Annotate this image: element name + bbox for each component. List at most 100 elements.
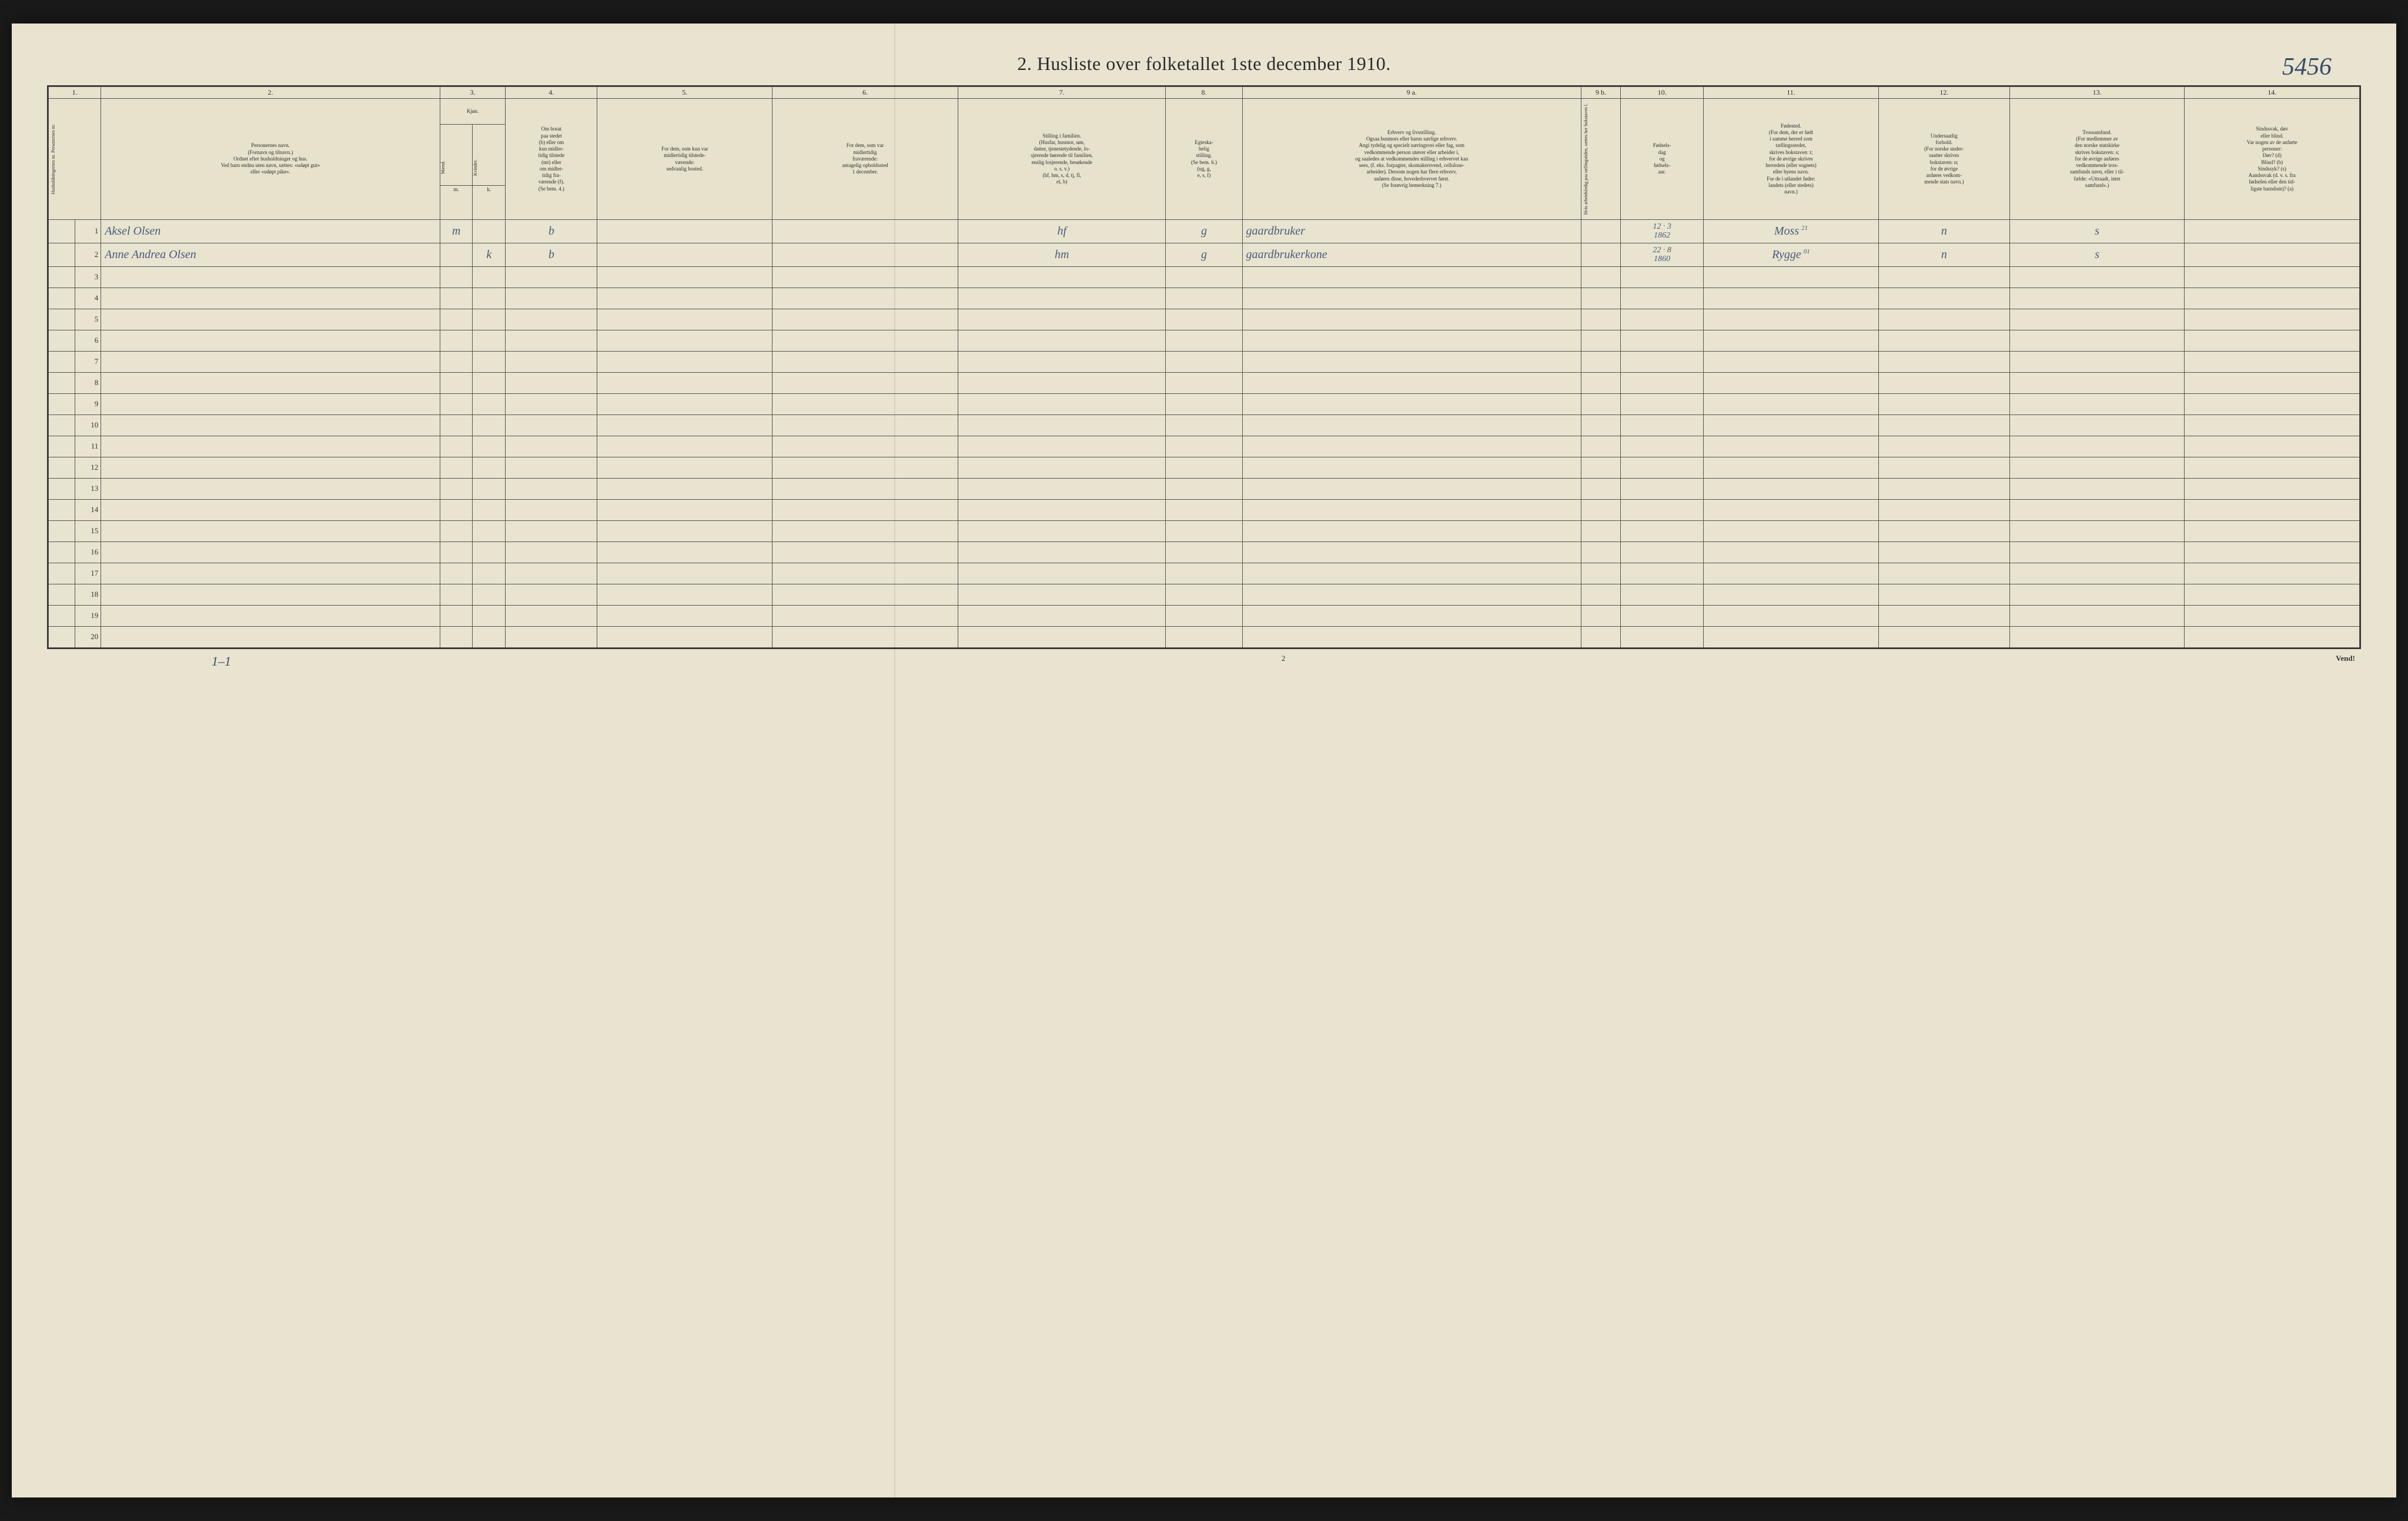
cell-tros — [2009, 457, 2185, 478]
cell-sex-m — [440, 330, 473, 351]
cell-sex-m — [440, 309, 473, 330]
cell-c6 — [772, 393, 958, 414]
household-num — [49, 220, 75, 243]
cell-sex-m — [440, 266, 473, 288]
cell-egt — [1166, 309, 1242, 330]
cell-bosat — [506, 499, 597, 520]
cell-fodsel — [1620, 478, 1703, 499]
header-text-row: Husholdningernes nr. Personernes nr. Per… — [49, 99, 2360, 125]
cell-stilling: hm — [958, 243, 1166, 266]
person-num: 5 — [75, 309, 101, 330]
cell-stilling — [958, 541, 1166, 563]
cell-c14 — [2185, 220, 2360, 243]
cell-fodsel — [1620, 626, 1703, 647]
cell-bosat: b — [506, 243, 597, 266]
cell-c9b — [1581, 457, 1620, 478]
person-num: 18 — [75, 584, 101, 605]
cell-stilling — [958, 457, 1166, 478]
cell-fodested — [1704, 584, 1879, 605]
cell-sex-k — [473, 457, 506, 478]
household-num — [49, 605, 75, 626]
cell-sex-k — [473, 563, 506, 584]
cell-name — [101, 330, 440, 351]
cell-bosat — [506, 626, 597, 647]
cell-c6 — [772, 372, 958, 393]
household-num — [49, 414, 75, 436]
person-num: 16 — [75, 541, 101, 563]
cell-sex-m — [440, 351, 473, 372]
cell-c14 — [2185, 351, 2360, 372]
col-num-1: 1. — [49, 87, 101, 99]
cell-under — [1878, 457, 2009, 478]
cell-sex-k: k — [473, 243, 506, 266]
col9a-header: Erhverv og livsstilling. Ogsaa husmors e… — [1242, 99, 1581, 220]
cell-c6 — [772, 605, 958, 626]
page-footer: 1–1 2 Vend! — [47, 654, 2361, 669]
cell-bosat — [506, 605, 597, 626]
cell-egt — [1166, 436, 1242, 457]
cell-c5 — [597, 220, 772, 243]
cell-erhverv — [1242, 309, 1581, 330]
cell-c14 — [2185, 243, 2360, 266]
cell-fodsel — [1620, 266, 1703, 288]
cell-bosat — [506, 584, 597, 605]
cell-c5 — [597, 499, 772, 520]
cell-c5 — [597, 584, 772, 605]
cell-fodsel — [1620, 436, 1703, 457]
col12-header: Undersaatlig forhold. (For norske under-… — [1878, 99, 2009, 220]
cell-c6 — [772, 243, 958, 266]
cell-c14 — [2185, 584, 2360, 605]
person-num: 8 — [75, 372, 101, 393]
cell-c6 — [772, 478, 958, 499]
cell-egt — [1166, 520, 1242, 541]
person-num: 14 — [75, 499, 101, 520]
cell-c6 — [772, 220, 958, 243]
cell-name — [101, 499, 440, 520]
cell-c6 — [772, 288, 958, 309]
cell-c9b — [1581, 393, 1620, 414]
cell-sex-m — [440, 563, 473, 584]
cell-stilling — [958, 478, 1166, 499]
cell-c14 — [2185, 414, 2360, 436]
cell-fodsel — [1620, 499, 1703, 520]
household-num — [49, 626, 75, 647]
cell-sex-k — [473, 605, 506, 626]
cell-c5 — [597, 457, 772, 478]
cell-c9b — [1581, 330, 1620, 351]
cell-sex-m — [440, 520, 473, 541]
col3-m: m. — [440, 185, 473, 193]
cell-stilling — [958, 563, 1166, 584]
cell-c6 — [772, 351, 958, 372]
person-num: 13 — [75, 478, 101, 499]
cell-sex-m — [440, 457, 473, 478]
cell-egt — [1166, 288, 1242, 309]
cell-stilling — [958, 584, 1166, 605]
cell-name — [101, 309, 440, 330]
cell-under — [1878, 266, 2009, 288]
cell-egt — [1166, 478, 1242, 499]
cell-tros — [2009, 372, 2185, 393]
cell-egt — [1166, 330, 1242, 351]
cell-sex-m — [440, 372, 473, 393]
cell-bosat — [506, 563, 597, 584]
col3-header: Kjøn. — [440, 99, 506, 125]
cell-bosat — [506, 436, 597, 457]
table-row: 18 — [49, 584, 2360, 605]
cell-c6 — [772, 499, 958, 520]
household-num — [49, 288, 75, 309]
table-row: 20 — [49, 626, 2360, 647]
cell-sex-m — [440, 393, 473, 414]
cell-tros — [2009, 584, 2185, 605]
household-num — [49, 478, 75, 499]
cell-egt — [1166, 499, 1242, 520]
person-num: 10 — [75, 414, 101, 436]
cell-tros — [2009, 266, 2185, 288]
cell-c5 — [597, 436, 772, 457]
cell-sex-k — [473, 330, 506, 351]
cell-name — [101, 393, 440, 414]
person-num: 7 — [75, 351, 101, 372]
cell-c5 — [597, 393, 772, 414]
cell-erhverv — [1242, 478, 1581, 499]
cell-erhverv — [1242, 351, 1581, 372]
cell-erhverv — [1242, 330, 1581, 351]
